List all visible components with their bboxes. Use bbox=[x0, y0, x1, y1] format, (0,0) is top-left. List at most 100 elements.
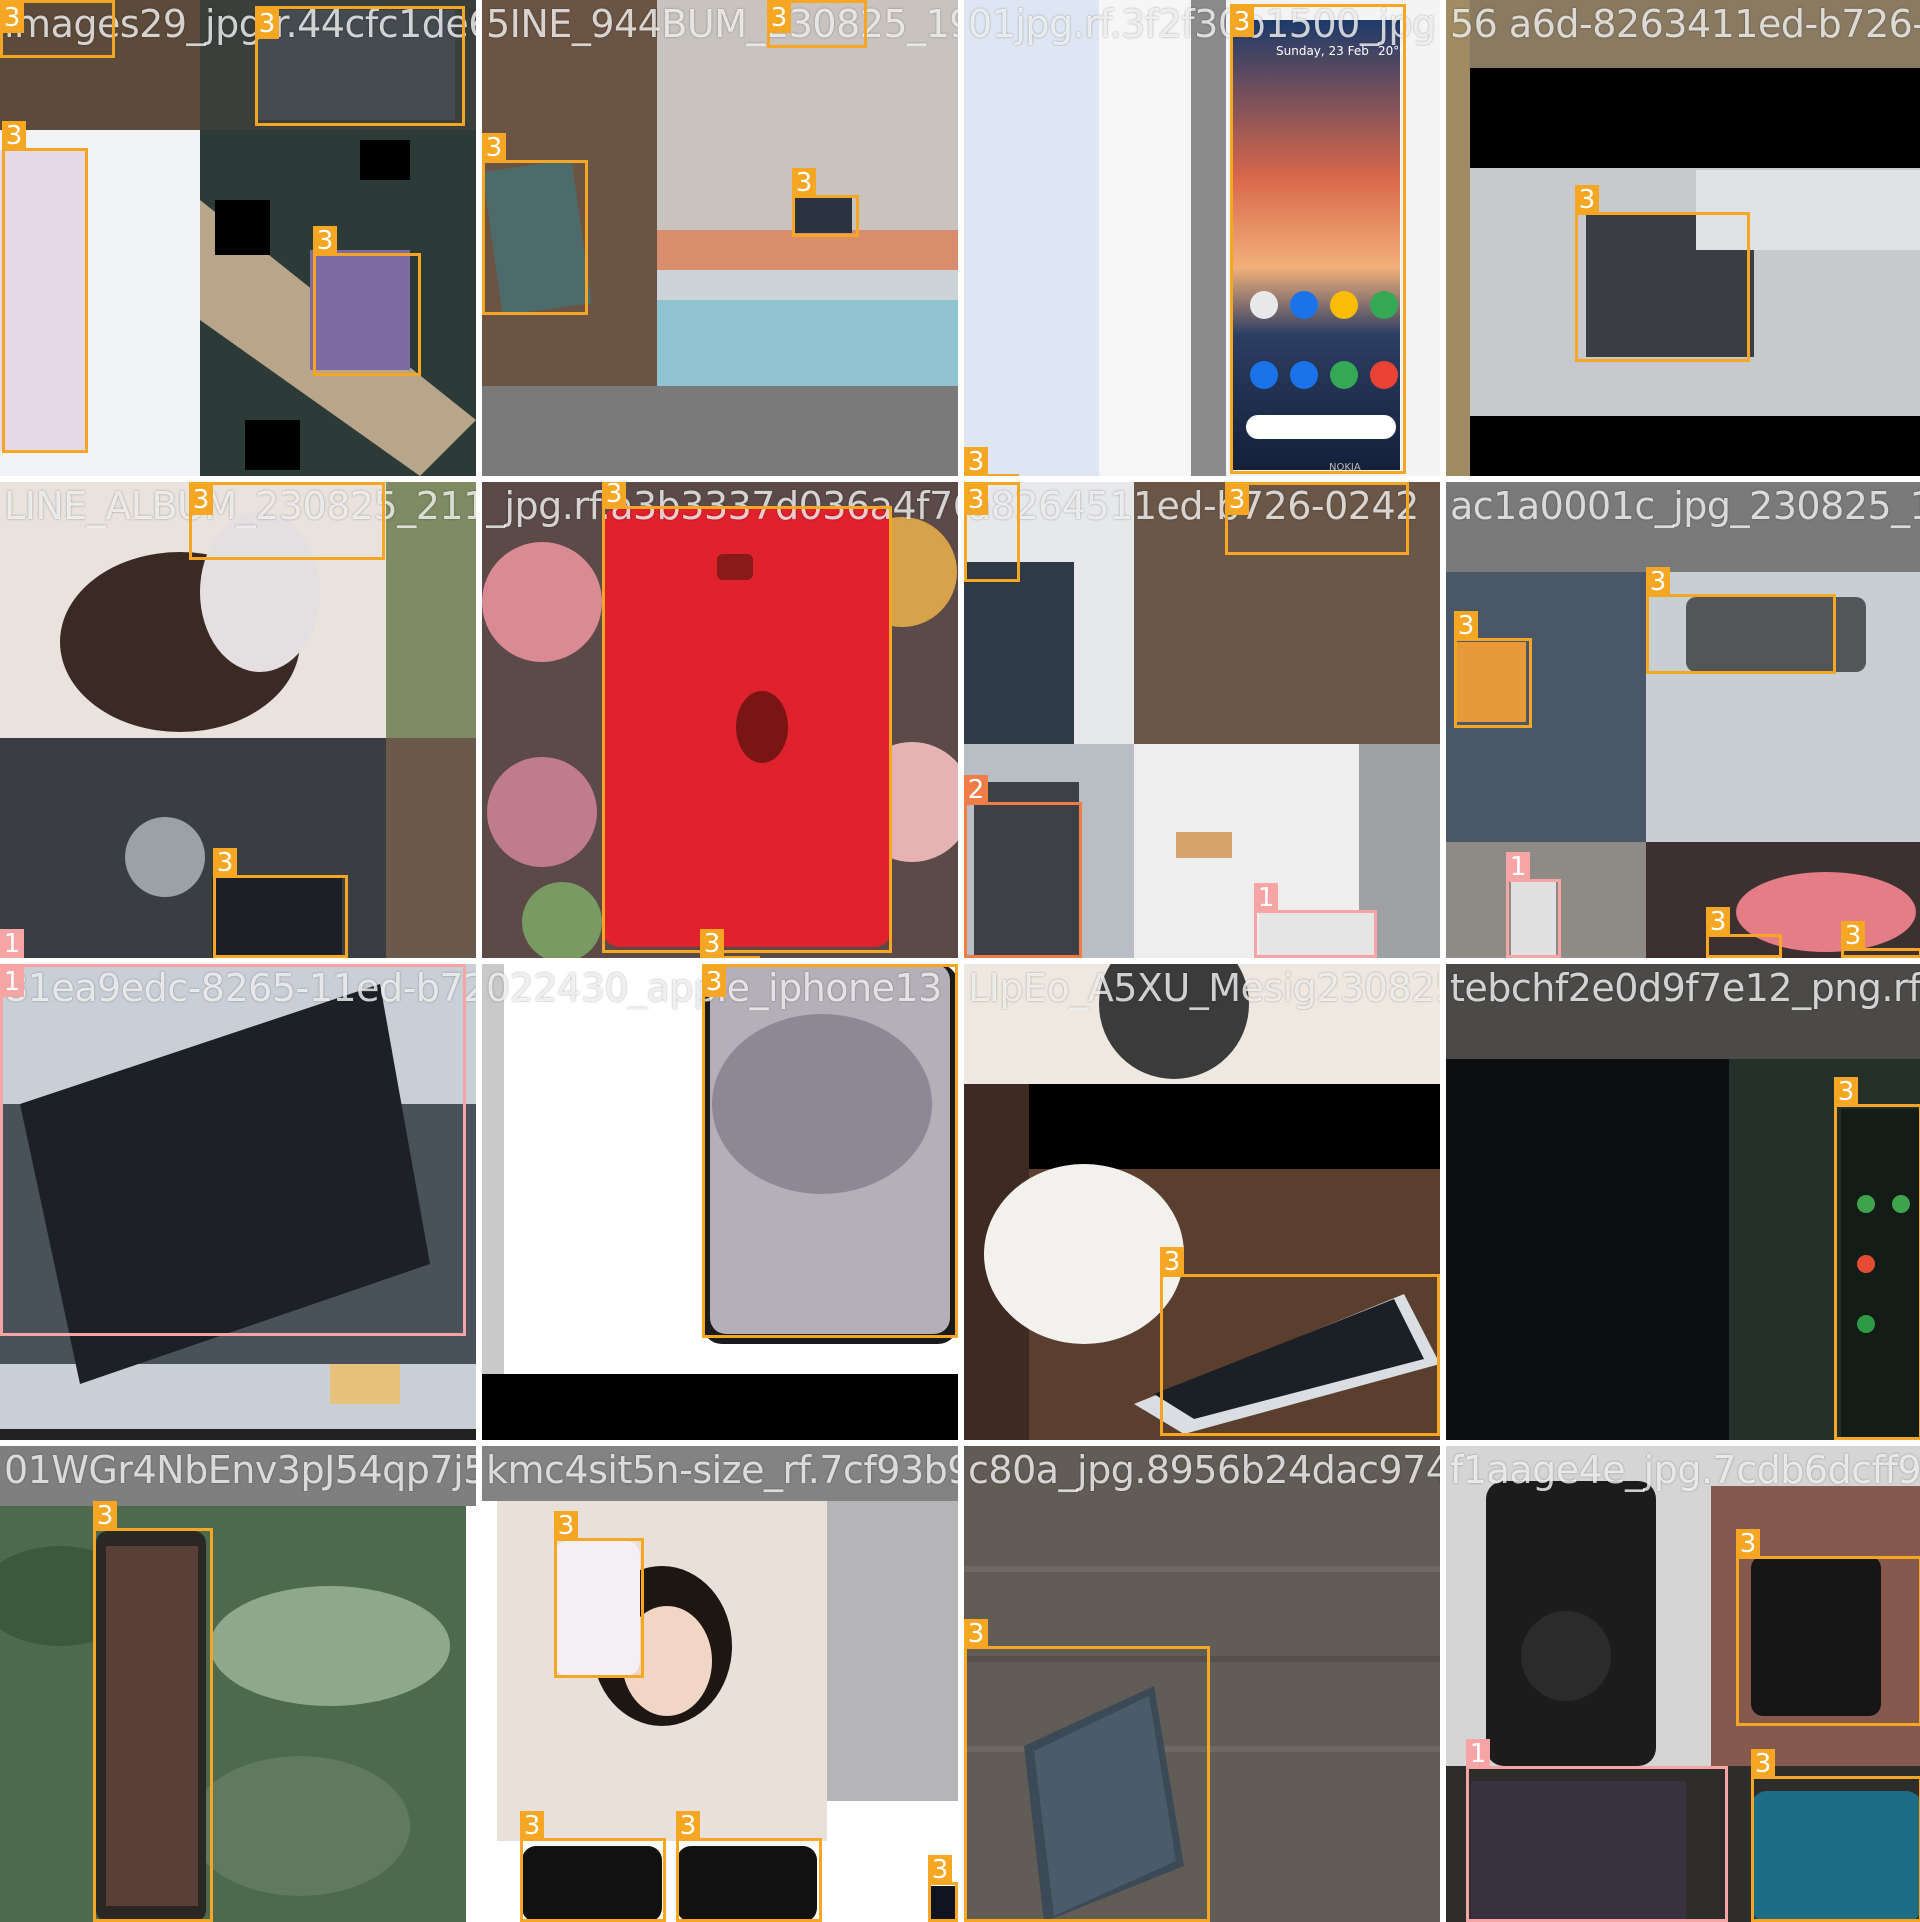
class-label: 3 bbox=[676, 1811, 700, 1841]
detection-box: 3 bbox=[1751, 1749, 1920, 1922]
detection-box: 3 bbox=[792, 168, 859, 237]
mosaic-tile: LIpEo_A5XU_Mesig230825_29 3 bbox=[964, 964, 1440, 1440]
detection-box: 3 bbox=[213, 848, 348, 958]
detection-box: 3 bbox=[189, 482, 385, 560]
mosaic-tile: 56 a6d-8263411ed-b726- 3 bbox=[1446, 0, 1920, 476]
tile-image bbox=[1446, 964, 1920, 1440]
detection-box: 3 bbox=[1646, 567, 1836, 674]
mosaic-tile: 01WGr4NbEnv3pJ54qp7j50 3 bbox=[0, 1446, 476, 1922]
class-label: 3 bbox=[1841, 921, 1865, 951]
phone-brand: NOKIA bbox=[1329, 462, 1361, 473]
class-label: 3 bbox=[700, 929, 724, 958]
detection-box: 3 bbox=[255, 6, 465, 126]
detection-box: 3 bbox=[700, 929, 760, 958]
mosaic-tile: 5INE_944BUM_230825_19 3 3 3 bbox=[482, 0, 958, 476]
mosaic-tile: 01jpg.rf.3f2f30b1500_jpg Sunday, 23 Feb … bbox=[964, 0, 1440, 476]
detection-box: 2 bbox=[964, 775, 1082, 958]
class-label: 3 bbox=[964, 485, 988, 515]
detection-box: 3 bbox=[0, 0, 115, 58]
class-label: 3 bbox=[1230, 7, 1254, 37]
detection-box: 3 bbox=[1454, 611, 1532, 728]
mosaic-tile: c80a_jpg.8956b24dac974b2c 3 bbox=[964, 1446, 1440, 1922]
mosaic-tile: images29_jpg.r.44cfc1de65 3 3 3 3 bbox=[0, 0, 476, 476]
detection-box: 3 bbox=[1736, 1529, 1920, 1726]
class-label: 3 bbox=[1575, 185, 1599, 215]
image-filename: 01jpg.rf.3f2f30b1500_jpg bbox=[968, 2, 1436, 46]
class-label: 3 bbox=[482, 133, 506, 163]
image-filename: f1aage4e_jpg.7cdb6dcff99f3b4 bbox=[1450, 1448, 1920, 1492]
class-label: 3 bbox=[792, 168, 816, 198]
detection-box: 3 bbox=[767, 0, 867, 48]
tile-image bbox=[964, 1446, 1440, 1922]
detection-box: 3 bbox=[1834, 1077, 1920, 1440]
detection-box: 1 bbox=[0, 964, 466, 1336]
detection-box: 3 bbox=[520, 1811, 666, 1922]
class-label: 3 bbox=[213, 848, 237, 878]
detection-box: 3 bbox=[964, 447, 1019, 476]
detection-box: 3 bbox=[964, 1619, 1210, 1922]
class-label: 3 bbox=[1706, 907, 1730, 937]
tile-image bbox=[964, 964, 1440, 1440]
image-filename: 01WGr4NbEnv3pJ54qp7j50 bbox=[4, 1448, 476, 1492]
detection-box: 3 bbox=[1706, 907, 1782, 958]
class-label: 1 bbox=[1254, 883, 1278, 913]
image-filename: LINE_ALBUM_230825_2115 bbox=[4, 484, 476, 528]
class-label: 3 bbox=[313, 226, 337, 256]
class-label: 3 bbox=[1834, 1077, 1858, 1107]
class-label: 3 bbox=[189, 485, 213, 515]
mosaic-tile: 022430_apple_iphone13 3 bbox=[482, 964, 958, 1440]
class-label: 3 bbox=[93, 1501, 117, 1531]
mosaic-tile: _jpg.rf.a3b3337d036a4f76d165 3 3 bbox=[482, 482, 958, 958]
tile-image bbox=[964, 482, 1440, 958]
image-filename: c80a_jpg.8956b24dac974b2c bbox=[968, 1448, 1440, 1492]
class-label: 3 bbox=[1160, 1247, 1184, 1277]
image-filename: 5INE_944BUM_230825_19 bbox=[486, 2, 958, 46]
class-label: 3 bbox=[255, 9, 279, 39]
class-label: 2 bbox=[964, 775, 988, 805]
class-label: 3 bbox=[602, 482, 626, 509]
image-filename: LIpEo_A5XU_Mesig230825_29 bbox=[968, 966, 1440, 1010]
detection-box: 1 bbox=[1254, 883, 1377, 958]
class-label: 3 bbox=[767, 3, 791, 33]
class-label: 3 bbox=[2, 121, 26, 151]
detection-box: 3 bbox=[313, 226, 421, 376]
detection-box: 3 bbox=[928, 1855, 958, 1922]
image-filename: tebchf2e0d9f7e12_png.rf.12 bbox=[1450, 966, 1920, 1010]
class-label: 1 bbox=[0, 967, 24, 997]
phone-temp: 20°C bbox=[1378, 44, 1408, 58]
image-filename: kmc4sit5n-size_rf.7cf93b970 bbox=[486, 1448, 958, 1492]
tile-image bbox=[482, 964, 958, 1440]
mosaic-tile: tebchf2e0d9f7e12_png.rf.12 3 bbox=[1446, 964, 1920, 1440]
tile-image bbox=[482, 1446, 958, 1922]
tile-image bbox=[482, 482, 958, 958]
detection-box: 3 bbox=[602, 482, 892, 953]
class-label: 3 bbox=[1225, 485, 1249, 515]
image-filename: 81ea9edc-8265-11ed-b726 bbox=[4, 966, 476, 1010]
mosaic-tile: a8264511ed-b726-0242 3 3 2 1 bbox=[964, 482, 1440, 958]
detection-box: 3 bbox=[482, 133, 588, 315]
detection-box: 1 bbox=[1466, 1739, 1728, 1922]
detection-box: 3 bbox=[2, 121, 88, 453]
class-label: 3 bbox=[928, 1855, 952, 1885]
class-label: 3 bbox=[1454, 611, 1478, 641]
mosaic-tile: 81ea9edc-8265-11ed-b726 1 bbox=[0, 964, 476, 1440]
class-label: 1 bbox=[0, 929, 24, 958]
mosaic-tile: LINE_ALBUM_230825_2115 3 3 1 bbox=[0, 482, 476, 958]
mosaic-tile: kmc4sit5n-size_rf.7cf93b970 3 3 3 3 bbox=[482, 1446, 958, 1922]
tile-image bbox=[0, 482, 476, 958]
class-label: 1 bbox=[1506, 852, 1530, 882]
class-label: 3 bbox=[554, 1511, 578, 1541]
class-label: 3 bbox=[520, 1811, 544, 1841]
class-label: 3 bbox=[1646, 567, 1670, 597]
tile-image bbox=[0, 964, 476, 1440]
detection-box: 3 bbox=[1160, 1247, 1440, 1436]
detection-box: 3 bbox=[676, 1811, 822, 1922]
detection-box: 3 bbox=[1841, 921, 1920, 958]
detection-box: 3 bbox=[1575, 185, 1750, 362]
class-label: 3 bbox=[0, 3, 24, 33]
detection-box: 3 bbox=[554, 1511, 644, 1678]
detection-box: 3 bbox=[702, 964, 958, 1338]
tile-image bbox=[1446, 0, 1920, 476]
detection-box: 3 bbox=[1230, 4, 1406, 474]
